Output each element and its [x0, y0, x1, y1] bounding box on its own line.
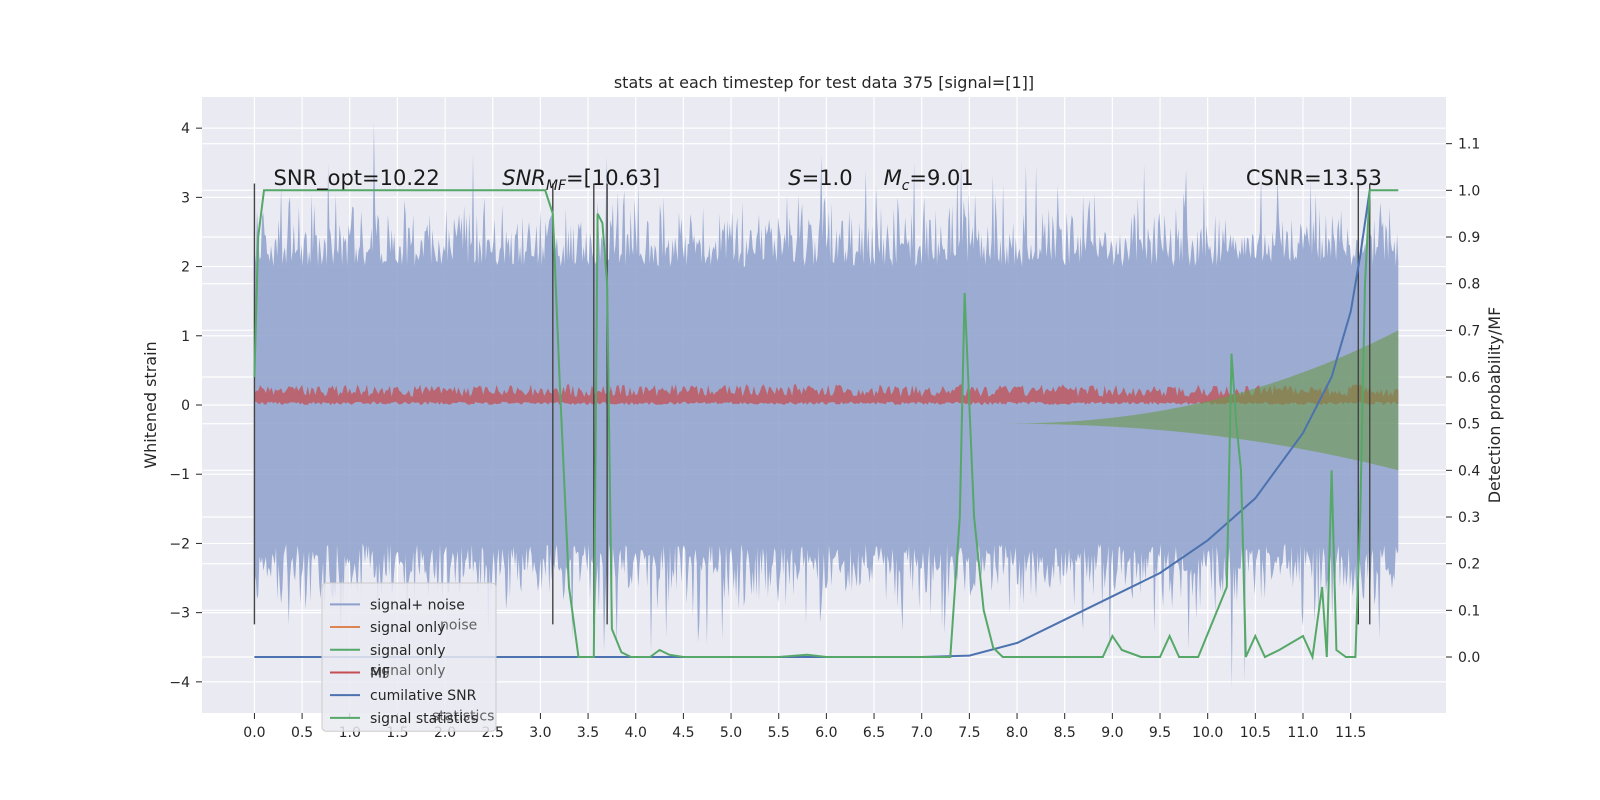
- x-tick-label-11: 5.5: [768, 725, 790, 741]
- annotation-4: CSNR=13.53: [1246, 166, 1382, 190]
- y-right-tick-label-4: 0.4: [1458, 463, 1480, 479]
- x-tick-label-21: 10.5: [1240, 725, 1271, 741]
- x-tick-label-0: 0.0: [243, 725, 265, 741]
- x-tick-label-12: 6.0: [815, 725, 837, 741]
- y-tick-label-4: 0: [181, 398, 190, 414]
- data-bands: [254, 121, 1399, 689]
- legend-label-4: cumilative SNR: [370, 688, 477, 704]
- x-tick-label-10: 5.0: [720, 725, 742, 741]
- y-right-tick-label-5: 0.5: [1458, 417, 1480, 433]
- y-right-tick-label-7: 0.7: [1458, 323, 1480, 339]
- y-tick-label-3: −1: [169, 467, 190, 483]
- x-tick-label-8: 4.0: [625, 725, 647, 741]
- y-right-tick-label-3: 0.3: [1458, 510, 1480, 526]
- annotation-1: SNRMF=[10.63]: [502, 166, 660, 194]
- series-line-0: [254, 190, 1371, 658]
- legend-label-3: MF: [370, 665, 390, 681]
- legend-ghost-1: signal only: [370, 663, 445, 679]
- y-tick-label-8: 4: [181, 121, 190, 137]
- series-lines: [253, 189, 1399, 661]
- x-tick-label-17: 8.5: [1054, 725, 1076, 741]
- x-tick-label-23: 11.5: [1335, 725, 1366, 741]
- y-right-tick-label-11: 1.1: [1458, 137, 1480, 153]
- x-tick-label-19: 9.5: [1149, 725, 1171, 741]
- x-tick-label-1: 0.5: [291, 725, 313, 741]
- signal-noise-band: [254, 121, 1399, 689]
- y-right-tick-label-0: 0.0: [1458, 650, 1480, 666]
- y-right-tick-label-6: 0.6: [1458, 370, 1480, 386]
- x-tick-label-14: 7.0: [911, 725, 933, 741]
- y-tick-label-5: 1: [181, 329, 190, 345]
- legend-label-1: signal only: [370, 620, 445, 636]
- x-tick-label-18: 9.0: [1101, 725, 1123, 741]
- x-tick-label-15: 7.5: [958, 725, 980, 741]
- y-tick-label-0: −4: [169, 675, 190, 691]
- annotation-0: SNR_opt=10.22: [273, 166, 439, 191]
- y-tick-label-1: −3: [169, 606, 190, 622]
- x-tick-label-7: 3.5: [577, 725, 599, 741]
- x-tick-label-13: 6.5: [863, 725, 885, 741]
- x-tick-label-9: 4.5: [672, 725, 694, 741]
- x-tick-label-20: 10.0: [1192, 725, 1223, 741]
- chart-title: stats at each timestep for test data 375…: [614, 73, 1034, 92]
- y-tick-label-2: −2: [169, 536, 190, 552]
- signal-only-band: [998, 330, 1399, 471]
- legend-ghost-2: statistics: [432, 709, 494, 725]
- y-axis-label-right: Detection probability/MF: [1485, 307, 1504, 504]
- y-right-tick-label-1: 0.1: [1458, 603, 1480, 619]
- y-right-tick-label-10: 1.0: [1458, 183, 1480, 199]
- annotations: SNR_opt=10.22 SNRMF=[10.63] S=1.0 Mc=9.01 CS…: [273, 166, 1381, 194]
- annotation-3: Mc=9.01: [884, 166, 974, 194]
- series-line-1: [253, 189, 1399, 661]
- y-axis-label: Whitened strain: [141, 341, 160, 468]
- y-ticks-right: 0.0 0.1 0.2 0.3 0.4 0.5 0.6 0.7 0.8 0.9 1.0 1.1: [1446, 137, 1480, 666]
- y-tick-label-7: 3: [181, 190, 190, 206]
- x-tick-label-6: 3.0: [529, 725, 551, 741]
- annotation-2: S=1.0: [788, 166, 852, 190]
- legend-box: [321, 582, 497, 732]
- mf-band: [254, 384, 1399, 405]
- y-right-tick-label-9: 0.9: [1458, 230, 1480, 246]
- x-tick-label-22: 11.0: [1287, 725, 1318, 741]
- y-right-tick-label-2: 0.2: [1458, 557, 1480, 573]
- x-tick-label-16: 8.0: [1006, 725, 1028, 741]
- y-ticks-left: −4 −3 −2 −1 0 1 2 3 4: [169, 121, 202, 691]
- legend-label-2: signal only: [370, 643, 445, 659]
- y-right-tick-label-8: 0.8: [1458, 277, 1480, 293]
- y-tick-label-6: 2: [181, 260, 190, 276]
- legend-label-5: signal statistics: [370, 711, 478, 727]
- legend-ghost-0: noise: [440, 618, 477, 634]
- legend-label-0: signal+ noise: [370, 597, 465, 613]
